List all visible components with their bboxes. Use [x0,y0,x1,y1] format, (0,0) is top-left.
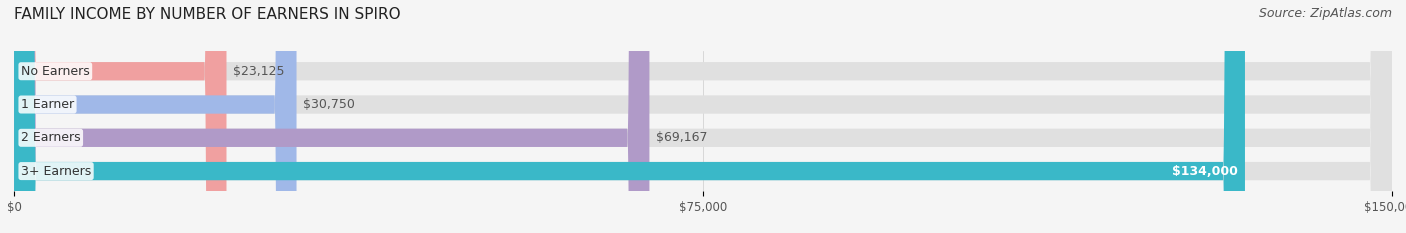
FancyBboxPatch shape [14,0,1392,233]
Text: $30,750: $30,750 [304,98,356,111]
Text: $134,000: $134,000 [1173,164,1239,178]
Text: $23,125: $23,125 [233,65,285,78]
FancyBboxPatch shape [14,0,297,233]
FancyBboxPatch shape [14,0,1392,233]
FancyBboxPatch shape [14,0,1392,233]
FancyBboxPatch shape [14,0,226,233]
FancyBboxPatch shape [14,0,650,233]
Text: No Earners: No Earners [21,65,90,78]
FancyBboxPatch shape [14,0,1244,233]
Text: 1 Earner: 1 Earner [21,98,75,111]
Text: $69,167: $69,167 [657,131,707,144]
Text: FAMILY INCOME BY NUMBER OF EARNERS IN SPIRO: FAMILY INCOME BY NUMBER OF EARNERS IN SP… [14,7,401,22]
Text: Source: ZipAtlas.com: Source: ZipAtlas.com [1258,7,1392,20]
Text: 2 Earners: 2 Earners [21,131,80,144]
Text: 3+ Earners: 3+ Earners [21,164,91,178]
FancyBboxPatch shape [14,0,1392,233]
